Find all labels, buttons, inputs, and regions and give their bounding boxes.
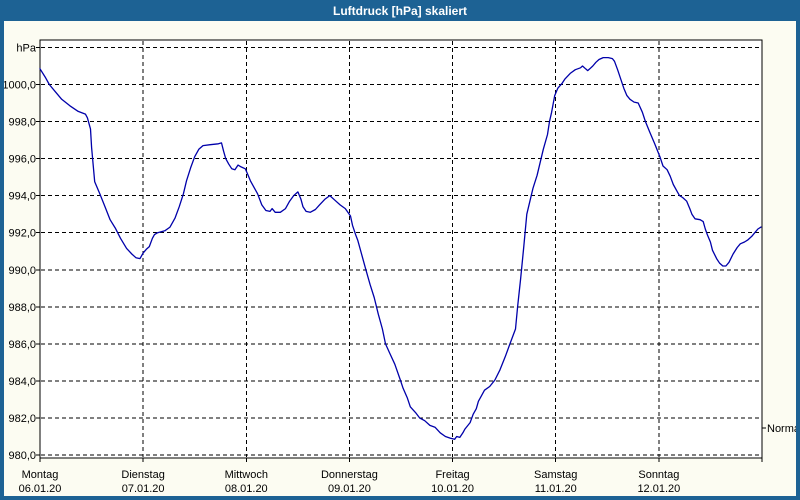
svg-text:1000,0: 1000,0	[4, 80, 36, 92]
pressure-line	[39, 56, 762, 440]
day-date-label: 09.01.20	[328, 483, 371, 495]
day-name-label: Samstag	[534, 469, 577, 481]
window-titlebar: Luftdruck [hPa] skaliert	[0, 0, 800, 21]
annotations: Normal	[762, 423, 796, 435]
day-date-label: 10.01.20	[431, 483, 474, 495]
gridlines	[41, 41, 761, 457]
chart-area: 980,0 982,0 984,0 986,0 988,0 990,0 992,0 994,0…	[4, 21, 796, 496]
day-name-label: Donnerstag	[321, 469, 378, 481]
svg-text:992,0: 992,0	[8, 228, 36, 240]
day-name-label: Dienstag	[121, 469, 164, 481]
day-name-label: Montag	[22, 469, 59, 481]
normal-marker-label: Normal	[767, 423, 796, 435]
plot-box	[39, 39, 763, 459]
y-axis-labels: 980,0 982,0 984,0 986,0 988,0 990,0 992,0 994,0…	[4, 42, 37, 462]
pressure-chart: 980,0 982,0 984,0 986,0 988,0 990,0 992,0 994,0…	[4, 39, 796, 495]
svg-text:986,0: 986,0	[8, 339, 36, 351]
window-title: Luftdruck [hPa] skaliert	[332, 3, 468, 18]
svg-text:998,0: 998,0	[8, 117, 36, 129]
day-date-label: 11.01.20	[535, 483, 577, 495]
day-date-label: 07.01.20	[122, 483, 165, 495]
axis-ticks	[36, 46, 763, 462]
svg-text:982,0: 982,0	[8, 413, 36, 425]
svg-text:990,0: 990,0	[8, 265, 36, 277]
x-axis-labels: Montag 06.01.20 Dienstag 07.01.20 Mittwoch 08…	[19, 469, 681, 495]
svg-text:980,0: 980,0	[8, 450, 36, 462]
y-axis-unit-label: hPa	[16, 42, 36, 54]
day-name-label: Freitag	[435, 469, 469, 481]
day-date-label: 08.01.20	[225, 483, 268, 495]
day-date-label: 06.01.20	[19, 483, 62, 495]
day-name-label: Mittwoch	[225, 469, 268, 481]
day-name-label: Sonntag	[638, 469, 679, 481]
svg-text:994,0: 994,0	[8, 191, 36, 203]
svg-text:984,0: 984,0	[8, 376, 36, 388]
svg-text:988,0: 988,0	[8, 302, 36, 314]
day-date-label: 12.01.20	[637, 483, 680, 495]
svg-text:996,0: 996,0	[8, 154, 36, 166]
